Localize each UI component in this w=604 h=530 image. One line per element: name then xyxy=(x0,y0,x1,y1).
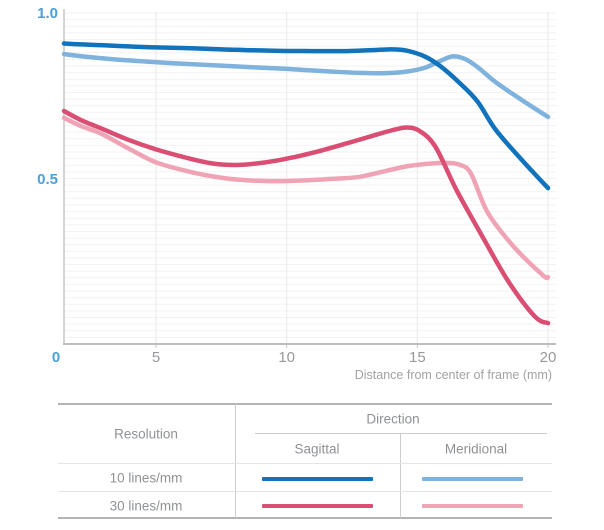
legend-line-10-meridional xyxy=(422,477,523,481)
direction-underline xyxy=(255,433,547,434)
table-col-divider-2 xyxy=(400,433,401,518)
curve-30-sagittal xyxy=(61,108,551,326)
x-tick-label-10: 10 xyxy=(278,349,295,366)
legend-line-30-sagittal xyxy=(262,504,373,508)
curve-30-meridional xyxy=(61,115,551,281)
x-tick-label-5: 5 xyxy=(151,349,161,366)
y-tick-label-1.0: 1.0 xyxy=(37,5,58,22)
table-row-divider-1 xyxy=(58,463,552,464)
table-bottom-border xyxy=(58,517,552,519)
column-header-sagittal: Sagittal xyxy=(294,441,340,457)
row-label-10-lines: 10 lines/mm xyxy=(109,470,183,486)
direction-header: Direction xyxy=(366,411,420,427)
table-top-border xyxy=(58,403,552,405)
table-row-divider-2 xyxy=(58,491,552,492)
row-label-30-lines: 30 lines/mm xyxy=(109,498,183,514)
x-tick-label-20: 20 xyxy=(539,349,557,366)
y-tick-label-0.5: 0.5 xyxy=(37,170,58,188)
column-header-meridional: Meridional xyxy=(444,441,508,457)
x-tick-label-0: 0 xyxy=(51,349,61,366)
x-tick-label-15: 15 xyxy=(408,349,426,366)
curve-10-meridional xyxy=(61,51,551,120)
x-axis-title: Distance from center of frame (mm) xyxy=(354,368,552,382)
legend-line-10-sagittal xyxy=(262,477,373,481)
table-col-divider-1 xyxy=(235,404,236,518)
resolution-header: Resolution xyxy=(114,426,178,442)
legend-line-30-meridional xyxy=(422,504,523,508)
curve-10-sagittal xyxy=(61,41,551,191)
mtf-line-chart xyxy=(61,9,556,348)
